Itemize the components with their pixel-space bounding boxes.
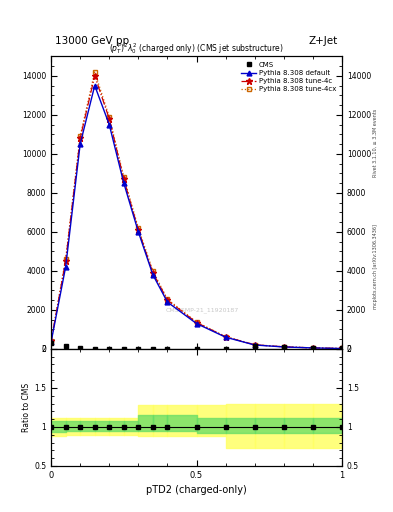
Pythia 8.308 tune-4cx bbox=[252, 342, 257, 348]
Pythia 8.308 default bbox=[223, 334, 228, 340]
Pythia 8.308 tune-4cx bbox=[92, 69, 97, 75]
Pythia 8.308 default bbox=[92, 82, 97, 89]
X-axis label: pTD2 (charged-only): pTD2 (charged-only) bbox=[146, 485, 247, 495]
Pythia 8.308 default bbox=[107, 121, 112, 127]
Pythia 8.308 tune-4cx bbox=[281, 344, 286, 350]
Pythia 8.308 default bbox=[194, 321, 199, 327]
Pythia 8.308 default bbox=[78, 141, 83, 147]
Pythia 8.308 default bbox=[121, 180, 126, 186]
Pythia 8.308 default bbox=[165, 299, 170, 305]
Pythia 8.308 default bbox=[252, 342, 257, 348]
Pythia 8.308 tune-4c bbox=[78, 135, 83, 141]
Line: Pythia 8.308 tune-4cx: Pythia 8.308 tune-4cx bbox=[49, 70, 344, 351]
CMS bbox=[107, 346, 112, 352]
Pythia 8.308 tune-4c bbox=[151, 270, 155, 276]
Pythia 8.308 tune-4c bbox=[63, 258, 68, 264]
CMS bbox=[78, 345, 83, 351]
Y-axis label: Ratio to CMS: Ratio to CMS bbox=[22, 383, 31, 432]
Pythia 8.308 tune-4c bbox=[281, 344, 286, 350]
CMS bbox=[136, 346, 141, 352]
Line: Pythia 8.308 tune-4c: Pythia 8.308 tune-4c bbox=[48, 72, 345, 352]
CMS bbox=[194, 346, 199, 352]
Text: mcplots.cern.ch [arXiv:1306.3436]: mcplots.cern.ch [arXiv:1306.3436] bbox=[373, 224, 378, 309]
CMS bbox=[151, 346, 155, 352]
Line: Pythia 8.308 default: Pythia 8.308 default bbox=[49, 83, 344, 351]
Pythia 8.308 tune-4cx bbox=[151, 268, 155, 274]
Pythia 8.308 tune-4c bbox=[165, 297, 170, 303]
Pythia 8.308 tune-4cx bbox=[223, 333, 228, 339]
Pythia 8.308 default bbox=[281, 344, 286, 350]
Pythia 8.308 tune-4cx bbox=[49, 338, 53, 344]
Pythia 8.308 tune-4cx bbox=[194, 319, 199, 325]
Pythia 8.308 default bbox=[310, 345, 315, 351]
CMS bbox=[281, 344, 286, 350]
Pythia 8.308 default bbox=[49, 339, 53, 345]
Pythia 8.308 tune-4cx bbox=[165, 296, 170, 302]
Pythia 8.308 tune-4cx bbox=[63, 256, 68, 262]
CMS bbox=[49, 340, 53, 346]
Pythia 8.308 tune-4c bbox=[310, 345, 315, 351]
Pythia 8.308 tune-4cx bbox=[107, 114, 112, 120]
Pythia 8.308 default bbox=[340, 346, 344, 352]
Pythia 8.308 tune-4cx bbox=[310, 345, 315, 351]
Pythia 8.308 tune-4c bbox=[340, 346, 344, 352]
Text: 13000 GeV pp: 13000 GeV pp bbox=[55, 35, 129, 46]
Pythia 8.308 tune-4c bbox=[223, 334, 228, 340]
Pythia 8.308 default bbox=[136, 229, 141, 235]
Text: Z+Jet: Z+Jet bbox=[309, 35, 338, 46]
Pythia 8.308 tune-4c bbox=[121, 176, 126, 182]
Pythia 8.308 default bbox=[63, 264, 68, 270]
CMS bbox=[223, 346, 228, 352]
CMS bbox=[63, 343, 68, 349]
CMS bbox=[165, 346, 170, 352]
Pythia 8.308 tune-4cx bbox=[78, 133, 83, 139]
Title: $(p_T^P)^2\lambda_0^2$ (charged only) (CMS jet substructure): $(p_T^P)^2\lambda_0^2$ (charged only) (C… bbox=[109, 41, 284, 56]
Pythia 8.308 tune-4cx bbox=[136, 225, 141, 231]
CMS bbox=[121, 346, 126, 352]
CMS bbox=[310, 345, 315, 351]
Pythia 8.308 tune-4c bbox=[136, 227, 141, 233]
Text: CMS-SMP-21_11920187: CMS-SMP-21_11920187 bbox=[166, 307, 239, 312]
Pythia 8.308 tune-4c bbox=[107, 116, 112, 122]
Text: Rivet 3.1.10, ≥ 3.3M events: Rivet 3.1.10, ≥ 3.3M events bbox=[373, 109, 378, 178]
Pythia 8.308 tune-4c bbox=[49, 338, 53, 344]
Pythia 8.308 tune-4c bbox=[252, 342, 257, 348]
CMS bbox=[92, 346, 97, 352]
Legend: CMS, Pythia 8.308 default, Pythia 8.308 tune-4c, Pythia 8.308 tune-4cx: CMS, Pythia 8.308 default, Pythia 8.308 … bbox=[239, 60, 338, 94]
Line: CMS: CMS bbox=[49, 340, 344, 351]
Pythia 8.308 tune-4c bbox=[92, 73, 97, 79]
Pythia 8.308 tune-4cx bbox=[340, 346, 344, 352]
CMS bbox=[340, 345, 344, 351]
CMS bbox=[252, 343, 257, 349]
Pythia 8.308 default bbox=[151, 272, 155, 278]
Pythia 8.308 tune-4cx bbox=[121, 174, 126, 180]
Pythia 8.308 tune-4c bbox=[194, 319, 199, 326]
